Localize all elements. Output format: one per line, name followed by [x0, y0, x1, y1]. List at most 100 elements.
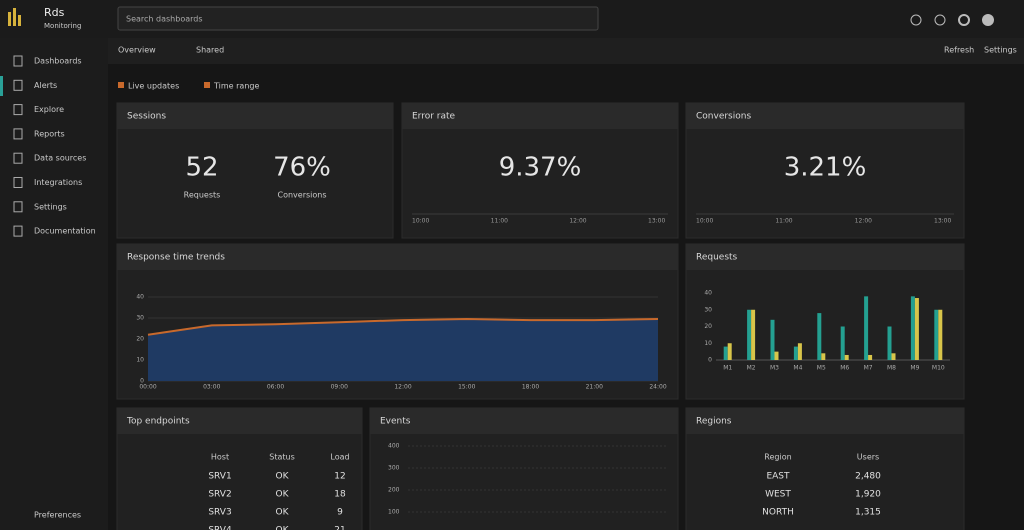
- logo-icon: [18, 15, 21, 26]
- panel-title: Events: [380, 417, 411, 427]
- nav-icon: [13, 79, 23, 91]
- bar: [864, 296, 869, 360]
- column-header: Load: [330, 453, 349, 462]
- toolbar: [108, 38, 1024, 64]
- x-tick-label: 00:00: [139, 384, 156, 391]
- cell: EAST: [766, 472, 790, 482]
- cell: NORTH: [762, 508, 794, 518]
- stat-value: 52: [185, 153, 218, 183]
- bar: [727, 343, 732, 360]
- x-tick-label: M8: [887, 365, 896, 372]
- x-tick-label: M9: [910, 365, 919, 372]
- y-tick-label: 0: [708, 357, 712, 364]
- panel-title: Conversions: [696, 112, 751, 122]
- stat-label: Conversions: [277, 191, 326, 200]
- bar: [910, 296, 915, 360]
- nav-item[interactable]: Reports: [34, 129, 65, 138]
- cell: SRV2: [208, 490, 231, 500]
- x-tick-label: 18:00: [522, 384, 539, 391]
- panel-title: Top endpoints: [126, 417, 190, 427]
- logo-text: Rds: [44, 6, 65, 19]
- axis-label: 13:00: [934, 218, 951, 225]
- nav-active: [0, 76, 3, 96]
- nav-item[interactable]: Settings: [34, 202, 67, 211]
- stat-value: 3.21%: [784, 153, 867, 183]
- bar: [797, 343, 802, 360]
- stat-value: 76%: [273, 153, 331, 183]
- icon[interactable]: [910, 14, 922, 26]
- nav-icon: [13, 201, 23, 213]
- panel-title: Response time trends: [127, 253, 225, 263]
- cell: 18: [334, 490, 346, 500]
- bar: [840, 326, 845, 360]
- avatar[interactable]: [982, 14, 994, 26]
- bar: [774, 351, 779, 360]
- toolbar-item[interactable]: Overview: [118, 46, 156, 55]
- y-tick-label: 30: [704, 306, 712, 313]
- panel-header: [402, 103, 678, 129]
- x-tick-label: 06:00: [267, 384, 284, 391]
- toolbar-item[interactable]: Settings: [984, 46, 1017, 55]
- bar: [817, 313, 822, 360]
- nav-icon: [13, 177, 23, 188]
- sidebar: [0, 38, 108, 530]
- cell: SRV4: [208, 526, 232, 530]
- nav-item[interactable]: Integrations: [34, 178, 82, 187]
- toolbar-item[interactable]: Shared: [196, 46, 224, 55]
- search-box[interactable]: [117, 6, 599, 31]
- cell: 12: [334, 472, 345, 482]
- nav-item[interactable]: Dashboards: [34, 57, 82, 66]
- bar: [723, 346, 728, 360]
- axis-label: 12:00: [569, 218, 586, 225]
- x-tick-label: 15:00: [458, 384, 475, 391]
- logo-subtitle: Monitoring: [44, 22, 81, 30]
- bar: [914, 298, 919, 360]
- column-header: Host: [211, 453, 229, 462]
- nav-icon: [13, 152, 23, 164]
- bar: [751, 309, 756, 360]
- filter-dot: [118, 82, 124, 88]
- nav-item[interactable]: Alerts: [34, 81, 57, 90]
- toolbar-item[interactable]: Refresh: [944, 46, 974, 55]
- x-tick-label: M4: [793, 365, 802, 372]
- x-tick-label: M10: [932, 365, 945, 372]
- x-tick-label: M5: [817, 365, 826, 372]
- column-header: Status: [269, 453, 295, 462]
- nav-item[interactable]: Documentation: [34, 227, 96, 236]
- x-tick-label: M3: [770, 365, 779, 372]
- y-tick-label: 40: [704, 290, 712, 297]
- x-tick-label: 12:00: [394, 384, 411, 391]
- logo-icon: [13, 8, 16, 26]
- bar: [747, 309, 752, 360]
- bar: [887, 326, 892, 360]
- cell: SRV3: [208, 508, 231, 518]
- bar: [868, 354, 873, 360]
- bar: [938, 309, 943, 360]
- x-tick-label: M7: [864, 365, 873, 372]
- logo-icon: [8, 12, 11, 26]
- nav-icon: [13, 225, 23, 237]
- y-tick-label: 200: [388, 487, 400, 494]
- nav-item[interactable]: Explore: [34, 105, 64, 114]
- icon[interactable]: [934, 14, 946, 26]
- cell: 9: [337, 508, 343, 518]
- axis-label: 10:00: [696, 218, 713, 225]
- nav-item[interactable]: Data sources: [34, 154, 86, 163]
- bar: [844, 354, 849, 360]
- line: [147, 318, 659, 336]
- y-tick-label: 400: [388, 443, 400, 450]
- x-tick-label: M1: [723, 365, 732, 372]
- nav-footer[interactable]: Preferences: [34, 511, 81, 520]
- filter[interactable]: Time range: [213, 82, 259, 91]
- bar: [891, 353, 896, 360]
- y-tick-label: 20: [136, 336, 144, 343]
- y-tick-label: 20: [704, 323, 712, 330]
- cell: 1,920: [855, 490, 881, 500]
- filter[interactable]: Live updates: [128, 82, 179, 91]
- panel-title: Error rate: [412, 112, 456, 122]
- nav-icon: [13, 128, 23, 140]
- cell: OK: [276, 508, 290, 518]
- icon[interactable]: [958, 14, 970, 26]
- nav-icon: [13, 104, 23, 116]
